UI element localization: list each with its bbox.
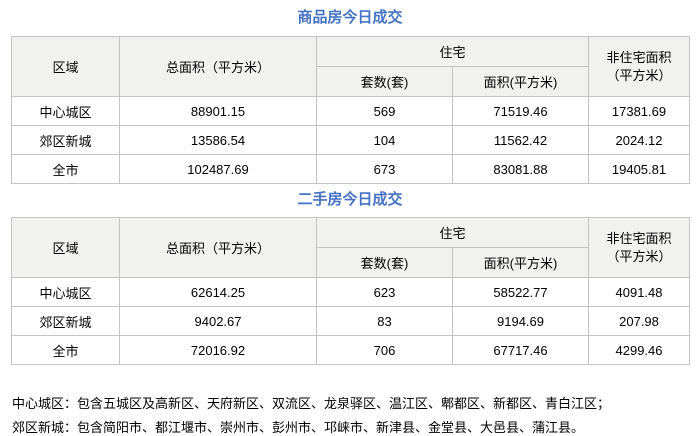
- table-row: 中心城区 88901.15 569 71519.46 17381.69: [11, 96, 691, 126]
- cell-non-residential: 207.98: [588, 306, 691, 336]
- cell-total-area: 62614.25: [119, 277, 317, 307]
- cell-total-area: 102487.69: [119, 154, 317, 184]
- cell-region: 全市: [11, 335, 120, 365]
- commercial-header-row-1: 区域 总面积（平方米） 住宅 非住宅面积 （平方米）: [11, 36, 691, 97]
- cell-units: 706: [316, 335, 453, 365]
- cell-non-residential: 19405.81: [588, 154, 691, 184]
- table-row: 全市 72016.92 706 67717.46 4299.46: [11, 335, 691, 365]
- table-row: 郊区新城 9402.67 83 9194.69 207.98: [11, 306, 691, 336]
- cell-non-residential: 4091.48: [588, 277, 691, 307]
- cell-total-area: 13586.54: [119, 125, 317, 155]
- cell-units: 83: [316, 306, 453, 336]
- cell-area: 83081.88: [451, 154, 590, 184]
- cell-region: 中心城区: [11, 96, 120, 126]
- secondhand-header-region: 区域: [11, 217, 120, 278]
- table-row: 中心城区 62614.25 623 58522.77 4091.48: [11, 277, 691, 307]
- table-row: 全市 102487.69 673 83081.88 19405.81: [11, 154, 691, 184]
- cell-units: 104: [316, 125, 453, 155]
- commercial-header-total-area: 总面积（平方米）: [119, 36, 317, 97]
- commercial-header-area: 面积(平方米): [451, 66, 590, 97]
- secondhand-header-area: 面积(平方米): [451, 247, 590, 278]
- footnotes: 中心城区：包含五城区及高新区、天府新区、双流区、龙泉驿区、温江区、郫都区、新都区…: [11, 392, 689, 436]
- secondhand-header-total-area: 总面积（平方米）: [119, 217, 317, 278]
- cell-region: 全市: [11, 154, 120, 184]
- cell-non-residential: 4299.46: [588, 335, 691, 365]
- cell-region: 郊区新城: [11, 125, 120, 155]
- cell-area: 58522.77: [451, 277, 590, 307]
- cell-non-residential: 2024.12: [588, 125, 691, 155]
- secondhand-header-non-residential: 非住宅面积 （平方米）: [588, 217, 691, 278]
- commercial-table-title: 商品房今日成交: [297, 9, 403, 26]
- commercial-header-row-2: 套数(套) 面积(平方米): [12, 66, 690, 97]
- cell-total-area: 88901.15: [119, 96, 317, 126]
- secondhand-header-row-1: 区域 总面积（平方米） 住宅 非住宅面积 （平方米）: [11, 217, 691, 278]
- cell-area: 67717.46: [451, 335, 590, 365]
- cell-units: 673: [316, 154, 453, 184]
- commercial-header-region: 区域: [11, 36, 120, 97]
- commercial-header-non-residential: 非住宅面积 （平方米）: [588, 36, 691, 97]
- cell-region: 郊区新城: [11, 306, 120, 336]
- cell-units: 569: [316, 96, 453, 126]
- commercial-table: 区域 总面积（平方米） 住宅 非住宅面积 （平方米） 套数(套) 面积(平方米)…: [11, 36, 691, 184]
- secondhand-header-units: 套数(套): [316, 247, 453, 278]
- secondhand-table-title: 二手房今日成交: [297, 191, 403, 208]
- commercial-header-units: 套数(套): [316, 66, 453, 97]
- cell-total-area: 72016.92: [119, 335, 317, 365]
- commercial-header-residential: 住宅: [315, 36, 590, 67]
- table-row: 郊区新城 13586.54 104 11562.42 2024.12: [11, 125, 691, 155]
- cell-units: 623: [316, 277, 453, 307]
- cell-total-area: 9402.67: [119, 306, 317, 336]
- cell-region: 中心城区: [11, 277, 120, 307]
- secondhand-table: 区域 总面积（平方米） 住宅 非住宅面积 （平方米） 套数(套) 面积(平方米)…: [11, 217, 691, 365]
- cell-area: 11562.42: [451, 125, 590, 155]
- cell-non-residential: 17381.69: [588, 96, 691, 126]
- note-central-city: 中心城区：包含五城区及高新区、天府新区、双流区、龙泉驿区、温江区、郫都区、新都区…: [12, 396, 611, 411]
- note-suburb-newtown: 郊区新城：包含简阳市、都江堰市、崇州市、彭州市、邛崃市、新津县、金堂县、大邑县、…: [12, 420, 585, 435]
- secondhand-header-residential: 住宅: [315, 217, 590, 248]
- cell-area: 9194.69: [451, 306, 590, 336]
- cell-area: 71519.46: [451, 96, 590, 126]
